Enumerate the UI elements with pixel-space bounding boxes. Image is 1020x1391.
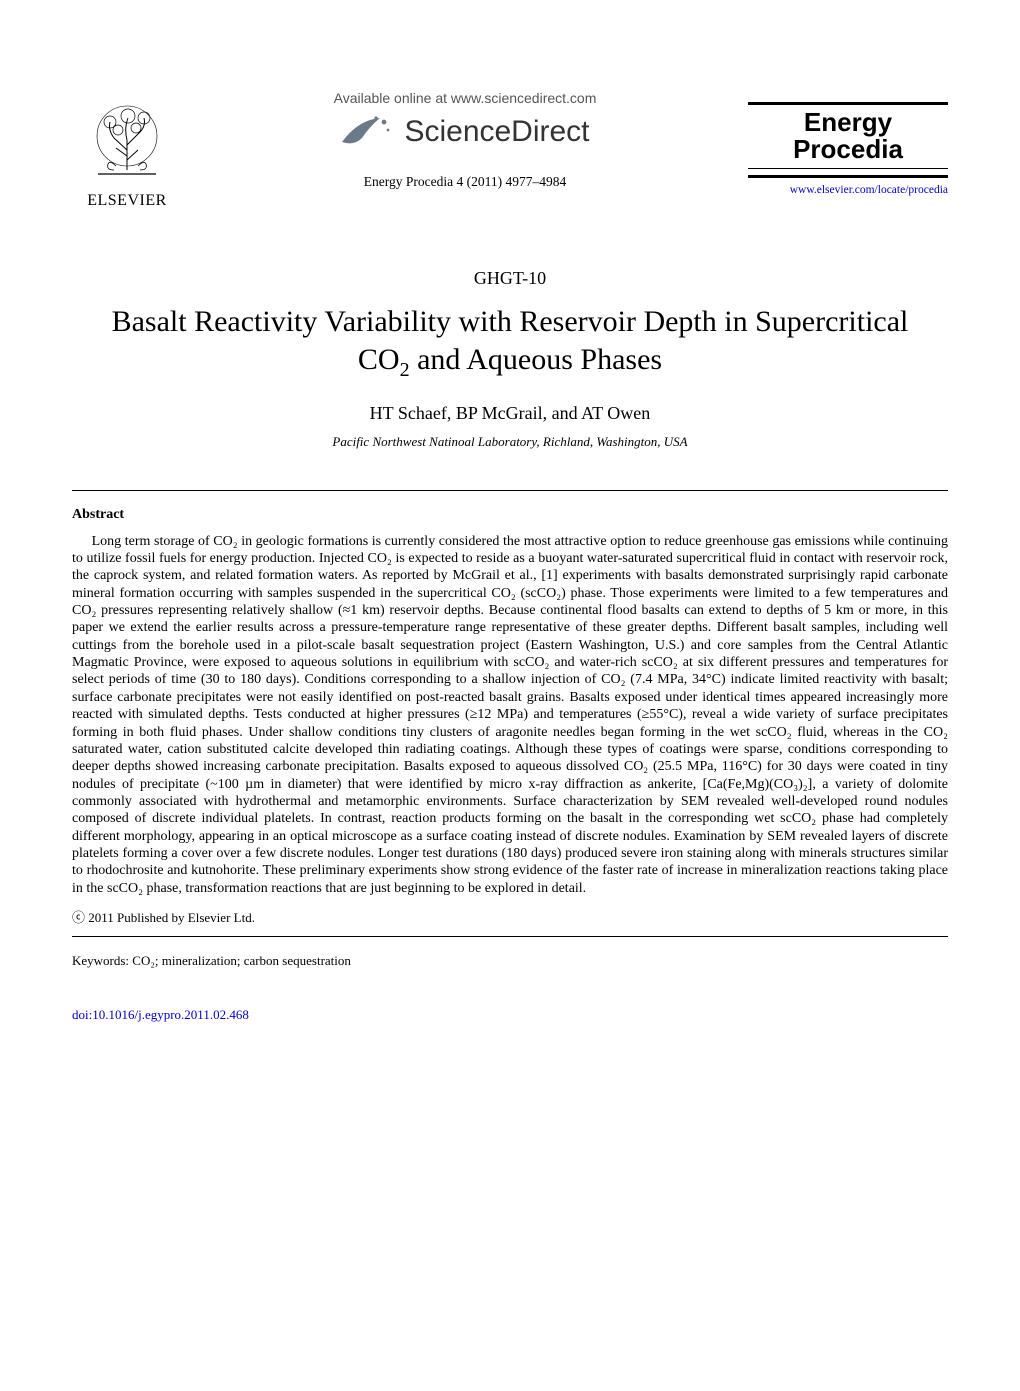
affiliation: Pacific Northwest Natinoal Laboratory, R…: [72, 434, 948, 450]
keywords-value: CO₂; mineralization; carbon sequestratio…: [132, 953, 351, 968]
journal-title: Energy Procedia: [748, 109, 948, 164]
abstract-heading: Abstract: [72, 507, 948, 523]
authors: HT Schaef, BP McGrail, and AT Owen: [72, 403, 948, 424]
journal-title-line1: Energy: [804, 107, 892, 137]
title-line2-pre: CO: [358, 343, 400, 376]
copyright-line: ⓒ 2011 Published by Elsevier Ltd.: [72, 907, 948, 926]
journal-bottom-rule: [748, 175, 948, 178]
publisher-block: ELSEVIER: [72, 90, 182, 210]
page-container: ELSEVIER Available online at www.science…: [0, 0, 1020, 1063]
doi-link[interactable]: doi:10.1016/j.egypro.2011.02.468: [72, 1007, 948, 1023]
conference-label: GHGT-10: [72, 268, 948, 289]
journal-block: Energy Procedia www.elsevier.com/locate/…: [748, 90, 948, 196]
title-line2-sub: 2: [400, 359, 410, 381]
keywords-label: Keywords:: [72, 953, 132, 968]
available-online-text: Available online at www.sciencedirect.co…: [334, 90, 597, 106]
journal-title-line2: Procedia: [793, 134, 903, 164]
paper-title: Basalt Reactivity Variability with Reser…: [72, 303, 948, 383]
abstract-bottom-rule: [72, 936, 948, 937]
journal-top-rule: [748, 102, 948, 105]
sciencedirect-text: ScienceDirect: [404, 115, 589, 149]
abstract-top-rule: [72, 490, 948, 491]
abstract-body: Long term storage of CO₂ in geologic for…: [72, 533, 948, 898]
journal-mid-rule: [748, 168, 948, 169]
title-line1: Basalt Reactivity Variability with Reser…: [112, 305, 909, 338]
header-row: ELSEVIER Available online at www.science…: [72, 90, 948, 210]
publisher-label: ELSEVIER: [87, 192, 167, 210]
title-line2-post: and Aqueous Phases: [410, 343, 662, 376]
elsevier-tree-icon: [86, 100, 168, 190]
center-header-block: Available online at www.sciencedirect.co…: [202, 90, 728, 190]
citation-line: Energy Procedia 4 (2011) 4977–4984: [364, 174, 566, 190]
keywords-line: Keywords: CO₂; mineralization; carbon se…: [72, 953, 948, 969]
sciencedirect-swoosh-icon: [340, 112, 394, 152]
journal-url[interactable]: www.elsevier.com/locate/procedia: [748, 184, 948, 196]
sciencedirect-logo: ScienceDirect: [340, 112, 589, 152]
